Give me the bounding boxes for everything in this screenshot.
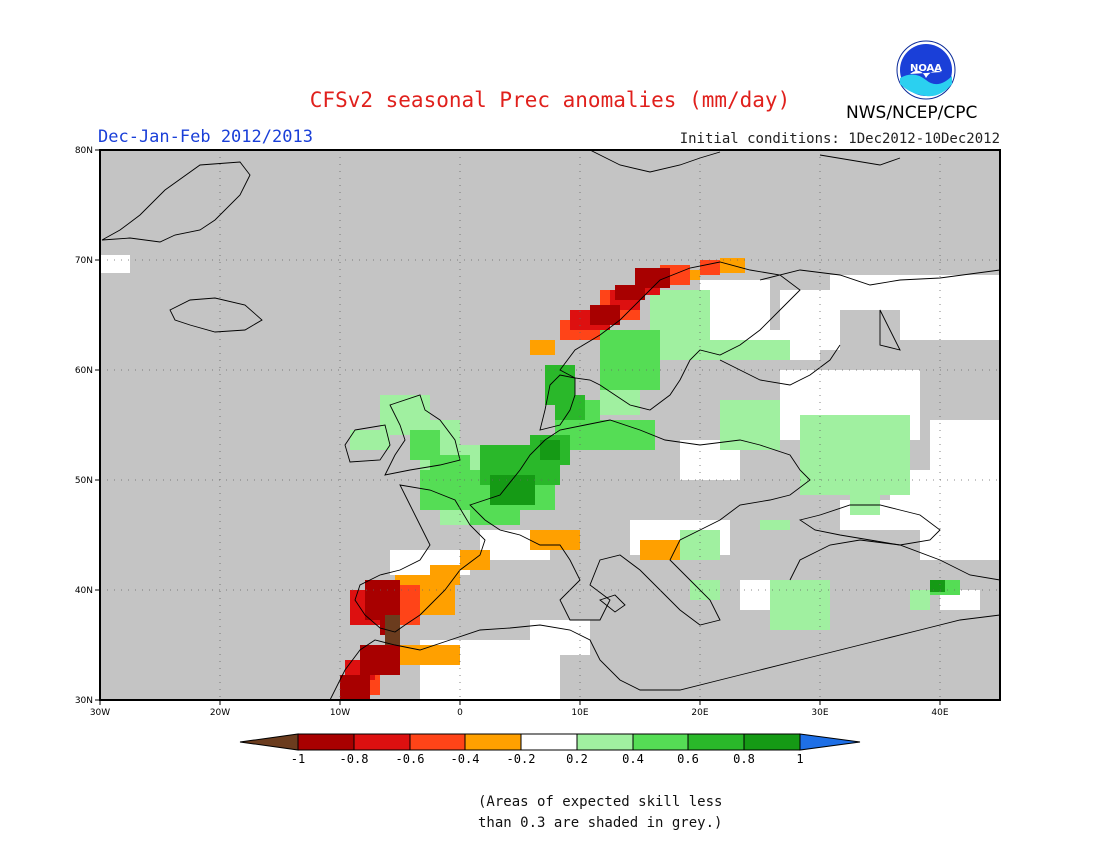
- agency-label: NWS/NCEP/CPC: [846, 103, 978, 123]
- logo-text: NOAA: [910, 63, 942, 74]
- colorbar-high-arrow: [799, 733, 861, 751]
- lon-tick-label: 30W: [90, 708, 110, 718]
- lon-tick-label: 20W: [210, 708, 230, 718]
- lon-tick-label: 0: [457, 708, 463, 718]
- lat-tick-label: 50N: [75, 476, 93, 486]
- forecast-period: Dec-Jan-Feb 2012/2013: [98, 127, 313, 147]
- lon-tick-label: 40E: [931, 708, 948, 718]
- colorbar-swatch: [464, 733, 522, 751]
- colorbar-label: -0.6: [396, 752, 425, 766]
- lon-tick-label: 20E: [691, 708, 708, 718]
- noaa-logo-icon: NOAA: [896, 40, 956, 100]
- green-anomaly-areas: [410, 330, 960, 595]
- colorbar-swatch: [520, 733, 578, 751]
- colorbar-swatch: [632, 733, 689, 751]
- lat-tick-label: 40N: [75, 586, 93, 596]
- lat-tick-label: 70N: [75, 256, 93, 266]
- colorbar-label: -1: [291, 752, 305, 766]
- colorbar-label: 0.6: [677, 752, 699, 766]
- colorbar-label: 0.4: [622, 752, 644, 766]
- lat-tick-label: 30N: [75, 696, 93, 706]
- lat-tick-label: 80N: [75, 146, 93, 156]
- lon-tick-label: 10E: [571, 708, 588, 718]
- map-frame: [99, 149, 1001, 701]
- coastlines: [101, 150, 1000, 700]
- colorbar-swatch: [409, 733, 466, 751]
- skill-note-line: than 0.3 are shaded in grey.): [478, 815, 723, 831]
- colorbar-swatch: [576, 733, 634, 751]
- lon-tick-label: 10W: [330, 708, 350, 718]
- orange-anomaly-areas: [395, 258, 745, 665]
- map-title: CFSv2 seasonal Prec anomalies (mm/day): [309, 88, 791, 112]
- colorbar-label: 0.2: [566, 752, 588, 766]
- graticule: [100, 150, 1000, 700]
- dark-red-anomaly-areas: [340, 268, 670, 700]
- initial-conditions: Initial conditions: 1Dec2012-10Dec2012: [679, 131, 1000, 147]
- colorbar-label: 0.8: [733, 752, 755, 766]
- colorbar-swatch: [687, 733, 745, 751]
- colorbar-label: 1: [796, 752, 803, 766]
- lat-tick-label: 60N: [75, 366, 93, 376]
- colorbar-label: -0.8: [340, 752, 369, 766]
- colorbar-low-arrow: [239, 733, 299, 751]
- colorbar-label: -0.2: [507, 752, 536, 766]
- colorbar-label: -0.4: [451, 752, 480, 766]
- brown-anomaly-area: [385, 615, 400, 645]
- colorbar-swatch: [743, 733, 801, 751]
- colorbar-swatch: [297, 733, 355, 751]
- skill-note: (Areas of expected skill less than 0.3 ar…: [478, 792, 722, 834]
- colorbar-swatch: [353, 733, 411, 751]
- skill-note-line: (Areas of expected skill less: [478, 794, 723, 810]
- tick-marks: [95, 149, 941, 705]
- lon-tick-label: 30E: [811, 708, 828, 718]
